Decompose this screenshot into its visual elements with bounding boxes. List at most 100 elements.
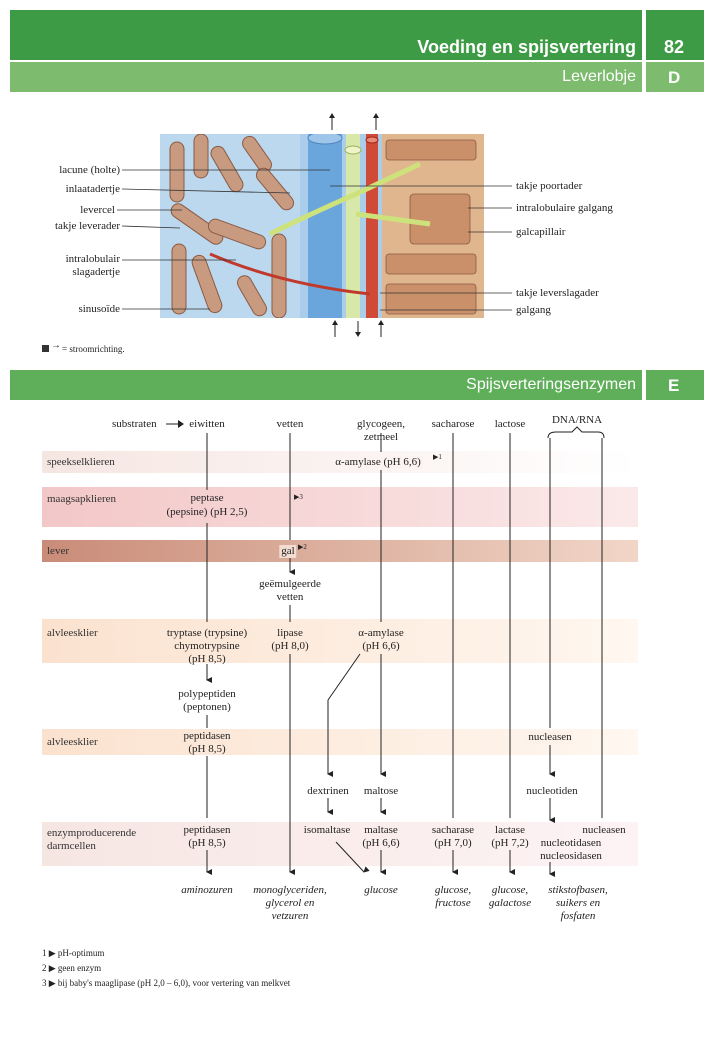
leader-lines bbox=[117, 169, 512, 311]
cell-peptidasen-1: peptidasen bbox=[183, 730, 231, 742]
label-galcapillair: galcapillair bbox=[516, 226, 566, 238]
col-eiwitten: eiwitten bbox=[189, 418, 225, 430]
header-sub-letter-band bbox=[646, 62, 704, 92]
cell-peptase: peptase bbox=[190, 492, 224, 504]
cell-ph70: (pH 7,0) bbox=[434, 837, 472, 849]
product-glucose-fructose-2: fructose bbox=[435, 897, 471, 909]
header-page-band bbox=[646, 10, 704, 60]
header-sub-band bbox=[10, 62, 642, 92]
cell-tryptase: tryptase (trypsine) bbox=[166, 627, 248, 639]
label-levercel: levercel bbox=[80, 204, 115, 216]
col-sacharose: sacharose bbox=[431, 418, 475, 430]
product-glucose-galactose-1: glucose, bbox=[491, 884, 529, 896]
cell-ph85-a: (pH 8,5) bbox=[188, 653, 226, 665]
row-band-maagsapklieren bbox=[42, 487, 638, 527]
label-takje-poortader: takje poortader bbox=[516, 180, 583, 192]
section-d-title: Leverlobje bbox=[562, 68, 636, 85]
row-label-alvleesklier-1: alvleesklier bbox=[47, 627, 98, 639]
cell-peptonen: (peptonen) bbox=[183, 701, 231, 713]
label-inlaatadertje: inlaatadertje bbox=[65, 183, 120, 195]
cell-nucleasen-2: nucleasen bbox=[582, 824, 626, 836]
row-label-speekselklieren: speekselklieren bbox=[47, 456, 115, 468]
label-takje-leverader: takje leverader bbox=[54, 220, 120, 232]
cell-ph72: (pH 7,2) bbox=[491, 837, 529, 849]
footnote-2: 2 ▶ geen enzym bbox=[42, 963, 102, 973]
cell-sacharase: sacharase bbox=[431, 824, 475, 836]
header-band-dark bbox=[10, 10, 642, 60]
cell-dextrinen: dextrinen bbox=[307, 785, 349, 797]
row-label-lever: lever bbox=[47, 545, 69, 557]
page-number: 82 bbox=[664, 37, 685, 57]
cell-geemulgeerde: geëmulgeerde bbox=[259, 578, 321, 590]
section-e-letter: E bbox=[668, 376, 680, 395]
label-intralobulaire-galgang: intralobulaire galgang bbox=[516, 202, 613, 214]
col-dna-rna: DNA/RNA bbox=[551, 414, 603, 426]
cell-vetten: vetten bbox=[276, 591, 304, 603]
product-glucose-galactose-2: galactose bbox=[488, 897, 532, 909]
cell-pepsine: (pepsine) (pH 2,5) bbox=[166, 506, 248, 518]
product-glucose-fructose-1: glucose, bbox=[434, 884, 472, 896]
row-label-enzym-1: enzymproducerende bbox=[47, 827, 137, 839]
note-marker-1: ▶1 bbox=[433, 453, 442, 461]
section-e-letter-band bbox=[646, 370, 704, 400]
footnote-1: 1 ▶ pH-optimum bbox=[42, 948, 105, 958]
col-vetten: vetten bbox=[276, 418, 304, 430]
product-monogly-3: vetzuren bbox=[271, 910, 309, 922]
product-glucose: glucose bbox=[364, 884, 398, 896]
label-slagadertje: slagadertje bbox=[72, 266, 120, 278]
cell-polypeptiden: polypeptiden bbox=[178, 688, 236, 700]
cell-gal: gal bbox=[279, 545, 297, 558]
row-label-maagsapklieren: maagsapklieren bbox=[47, 493, 117, 505]
flow-arrows-bottom bbox=[332, 320, 384, 337]
footnote-3: 3 ▶ bij baby's maaglipase (pH 2,0 – 6,0)… bbox=[42, 978, 291, 988]
cell-maltase: maltase bbox=[364, 824, 398, 836]
cell-ph80: (pH 8,0) bbox=[271, 640, 309, 652]
section-e-title: Spijsverteringsenzymen bbox=[466, 376, 636, 393]
page-title: Voeding en spijsvertering bbox=[417, 37, 636, 57]
legend-arrow-icon: → bbox=[51, 340, 61, 351]
cell-ph85-b: (pH 8,5) bbox=[188, 743, 226, 755]
col-glycogeen: glycogeen, bbox=[357, 418, 405, 430]
cell-nucleosidasen: nucleosidasen bbox=[540, 850, 602, 862]
product-aminozuren: aminozuren bbox=[181, 884, 233, 896]
cell-lactase: lactase bbox=[495, 824, 525, 836]
col-zetmeel: zetmeel bbox=[363, 431, 399, 443]
col-substraten: substraten bbox=[112, 418, 157, 430]
cell-ph66-a: (pH 6,6) bbox=[362, 640, 400, 652]
row-band-lever bbox=[42, 540, 638, 562]
product-stikstofbasen-3: fosfaten bbox=[560, 910, 596, 922]
label-galgang: galgang bbox=[516, 304, 551, 316]
product-monogly-2: glycerol en bbox=[265, 897, 315, 909]
cell-chymotrypsine: chymotrypsine bbox=[174, 640, 240, 652]
product-monogly-1: monoglyceriden, bbox=[253, 884, 327, 896]
cell-amylase-speeksel: α-amylase (pH 6,6) bbox=[333, 456, 423, 469]
label-intralobulair: intralobulair bbox=[65, 253, 120, 265]
row-label-enzym-2: darmcellen bbox=[47, 840, 96, 852]
cell-nucleotidasen: nucleotidasen bbox=[540, 837, 602, 849]
row-band-alvleesklier-1 bbox=[42, 619, 638, 663]
legend-text: = stroomrichting. bbox=[62, 344, 125, 354]
cell-nucleotiden: nucleotiden bbox=[524, 785, 580, 798]
cell-amylase-alv: α-amylase bbox=[358, 627, 404, 639]
cell-maltose: maltose bbox=[363, 785, 399, 797]
cell-ph66-b: (pH 6,6) bbox=[362, 837, 400, 849]
product-stikstofbasen-2: suikers en bbox=[555, 897, 601, 909]
cell-lipase: lipase bbox=[277, 627, 303, 639]
legend-square-icon bbox=[42, 345, 49, 352]
section-d-letter: D bbox=[668, 68, 681, 87]
row-label-alvleesklier-2: alvleesklier bbox=[47, 736, 98, 748]
cell-nucleasen-1: nucleasen bbox=[526, 731, 574, 744]
label-lacune: lacune (holte) bbox=[59, 164, 120, 176]
flow-arrows-top bbox=[329, 113, 379, 130]
label-takje-leverslagader: takje leverslagader bbox=[516, 287, 599, 299]
section-e-band bbox=[10, 370, 642, 400]
col-lactose: lactose bbox=[494, 418, 526, 430]
note-marker-3: ▶3 bbox=[294, 493, 303, 501]
cell-isomaltase: isomaltase bbox=[303, 824, 351, 836]
product-stikstofbasen-1: stikstofbasen, bbox=[548, 884, 608, 896]
cell-peptidasen-2: peptidasen bbox=[183, 824, 231, 836]
label-sinusoide: sinusoïde bbox=[78, 303, 120, 315]
row-band-darmcellen bbox=[42, 822, 638, 866]
cell-ph85-c: (pH 8,5) bbox=[188, 837, 226, 849]
